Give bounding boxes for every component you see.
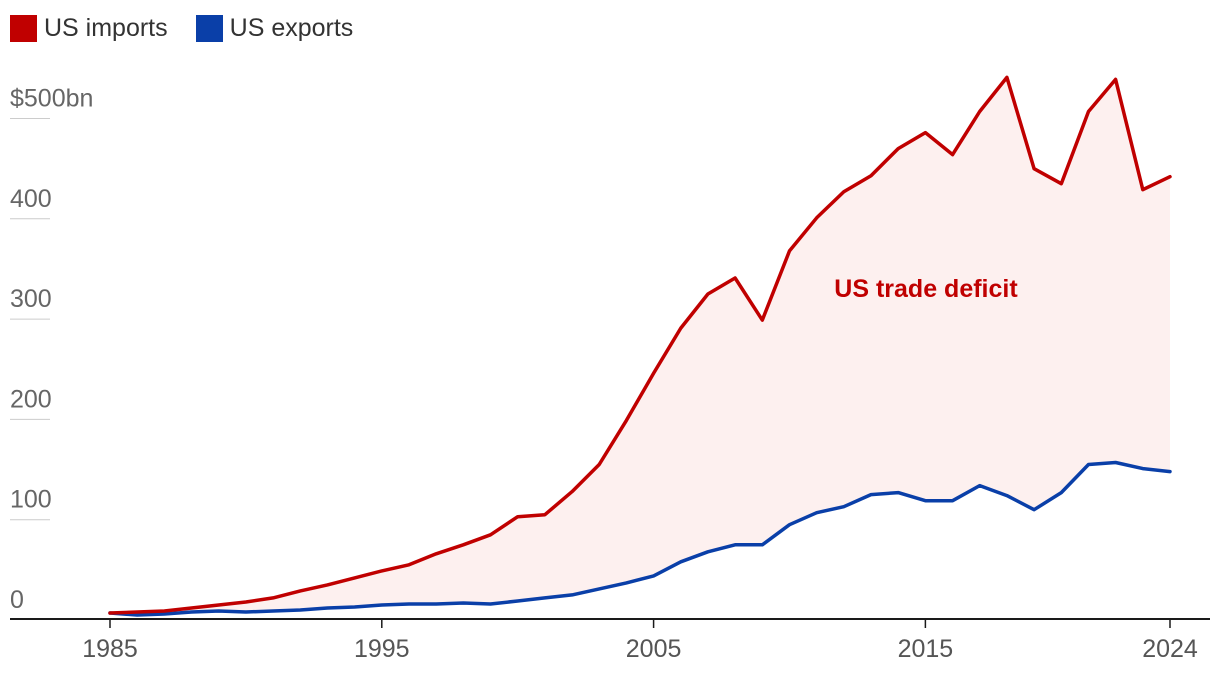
legend-swatch-imports	[10, 15, 37, 42]
deficit-fill-layer	[110, 77, 1170, 615]
legend-item-exports: US exports	[195, 14, 354, 43]
legend-swatch-exports	[195, 15, 223, 42]
deficit-annotation: US trade deficit	[834, 275, 1018, 303]
x-tick-label: 2024	[1142, 635, 1198, 663]
axis-layer: 0 100 200 300 400 $500bn 1985 1995 2005 2015 2024	[10, 85, 1210, 663]
deficit-area	[110, 77, 1170, 615]
legend-label-exports: US exports	[229, 14, 354, 42]
legend: US imports US exports	[10, 14, 353, 43]
legend-label-imports: US imports	[44, 14, 168, 42]
series-line-imports	[108, 75, 1172, 615]
legend-item-imports: US imports	[10, 14, 168, 43]
x-tick-label: 2005	[626, 635, 682, 663]
series-line-exports	[108, 460, 1172, 617]
y-tick-label: 100	[10, 486, 52, 514]
y-tick-label: 0	[10, 586, 24, 614]
label-layer: US trade deficit	[834, 275, 1018, 303]
y-tick-label: 300	[10, 285, 52, 313]
y-tick-label: 400	[10, 185, 52, 213]
series-line-layer	[108, 75, 1172, 617]
x-tick-label: 2015	[898, 635, 954, 663]
x-tick-label: 1985	[82, 635, 138, 663]
y-tick-label: $500bn	[10, 85, 93, 113]
x-tick-label: 1995	[354, 635, 410, 663]
y-tick-label: 200	[10, 385, 52, 413]
